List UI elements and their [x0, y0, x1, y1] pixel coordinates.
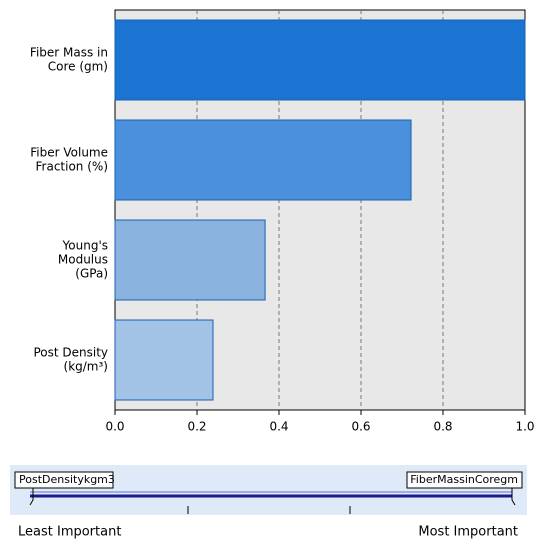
slider-right-caption: Most Important	[418, 525, 518, 540]
slider-right-box	[406, 471, 523, 489]
y-tick-label: Fraction (%)	[36, 160, 108, 174]
slider-left-name: PostDensitykgm3	[19, 473, 115, 486]
y-tick-label: (GPa)	[75, 267, 108, 281]
bar	[114, 119, 412, 201]
x-tick-label: 0.4	[269, 420, 288, 434]
slider-handle[interactable]	[511, 486, 516, 506]
bar	[114, 319, 214, 401]
slider-left-caption: Least Important	[18, 525, 121, 540]
y-tick-label: (kg/m³)	[64, 360, 108, 374]
x-tick-label: 0.0	[105, 420, 124, 434]
x-tick-label: 0.2	[187, 420, 206, 434]
x-tick-label: 1.0	[515, 420, 534, 434]
y-tick-label: Post Density	[33, 346, 108, 360]
x-tick-label: 0.8	[433, 420, 452, 434]
x-tick-label: 0.6	[351, 420, 370, 434]
slider-handle[interactable]	[29, 486, 34, 506]
slider-right-name: FiberMassinCoregm	[410, 473, 518, 486]
y-tick-label: Fiber Mass in	[30, 46, 108, 60]
y-tick-label: Fiber Volume	[30, 146, 108, 160]
bar	[114, 219, 266, 301]
y-tick-label: Modulus	[58, 253, 108, 267]
bar	[114, 19, 526, 101]
y-tick-label: Core (gm)	[48, 60, 108, 74]
slider-left-box	[14, 471, 114, 489]
y-tick-label: Young's	[62, 239, 108, 253]
